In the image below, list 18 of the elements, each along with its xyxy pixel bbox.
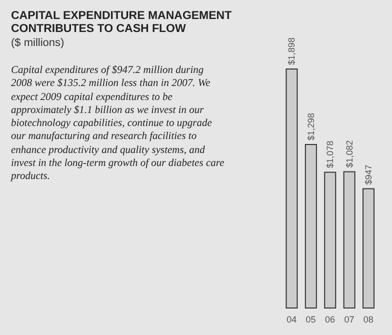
text: ($ millions) — [11, 37, 64, 49]
bar — [324, 172, 336, 308]
bar — [286, 68, 298, 308]
data-label: $947 — [364, 164, 374, 185]
data-label: $1,078 — [325, 140, 336, 168]
bar — [362, 188, 375, 308]
x-tick-label: 06 — [324, 314, 336, 324]
bar — [343, 171, 356, 308]
bar — [304, 144, 317, 308]
x-tick-label: 08 — [363, 314, 374, 324]
data-label: $1,082 — [344, 140, 354, 168]
x-tick-label: 05 — [306, 314, 316, 324]
x-tick-label: 04 — [286, 314, 297, 324]
data-label: $1,298 — [306, 113, 316, 141]
x-tick-label: 07 — [344, 314, 354, 324]
text: CAPITAL EXPENDITURE MANAGEMENT CONTRIBUTES TO CASH FLOW — [11, 10, 233, 36]
text: Capital expenditures of $947.2 million during 2008 were $135.2 million less than in 2007. We expect 2009 capital expenditures to be approximately $1.1 billion as we invest in our biotechnology capabilities, continue to upgrade our manufacturing and research facilities to enhance productivity and quality systems, and invest in the long-term growth of our diabetes care products. — [11, 65, 224, 182]
data-label: $1,898 — [286, 37, 297, 65]
